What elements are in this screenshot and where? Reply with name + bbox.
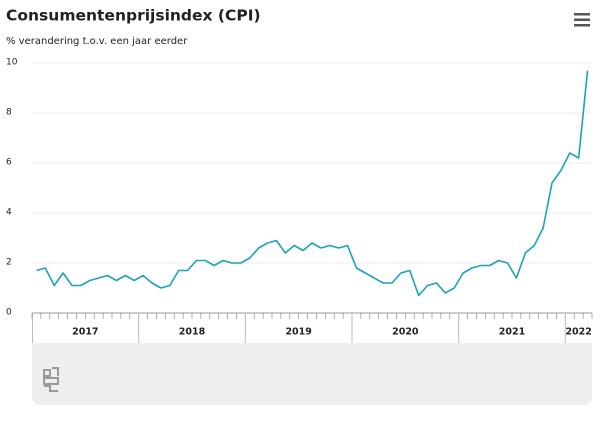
y-tick-label: 4 (6, 208, 12, 218)
y-tick-label: 2 (6, 258, 12, 268)
y-tick-label: 6 (6, 158, 12, 168)
x-tick-label: 2019 (285, 327, 311, 338)
cbs-logo (43, 367, 59, 392)
logo-shape (43, 367, 59, 392)
x-tick-label: 2022 (565, 327, 591, 338)
y-tick-label: 10 (6, 58, 18, 68)
chart-subtitle: % verandering t.o.v. een jaar eerder (6, 36, 188, 47)
x-tick-label: 2021 (499, 327, 525, 338)
line-series (36, 70, 589, 297)
menu-bar[interactable] (574, 13, 590, 16)
x-tick-label: 2017 (72, 327, 98, 338)
x-tick-label: 2020 (392, 327, 419, 338)
chart-title: Consumentenprijsindex (CPI) (6, 7, 261, 25)
menu-bar[interactable] (574, 24, 590, 27)
footer-panel (32, 343, 592, 405)
x-tick-label: 2018 (179, 327, 206, 338)
y-tick-label: 8 (6, 108, 12, 118)
y-tick-label: 0 (6, 308, 12, 318)
menu-icon[interactable] (574, 13, 590, 27)
menu-bar[interactable] (574, 18, 590, 22)
